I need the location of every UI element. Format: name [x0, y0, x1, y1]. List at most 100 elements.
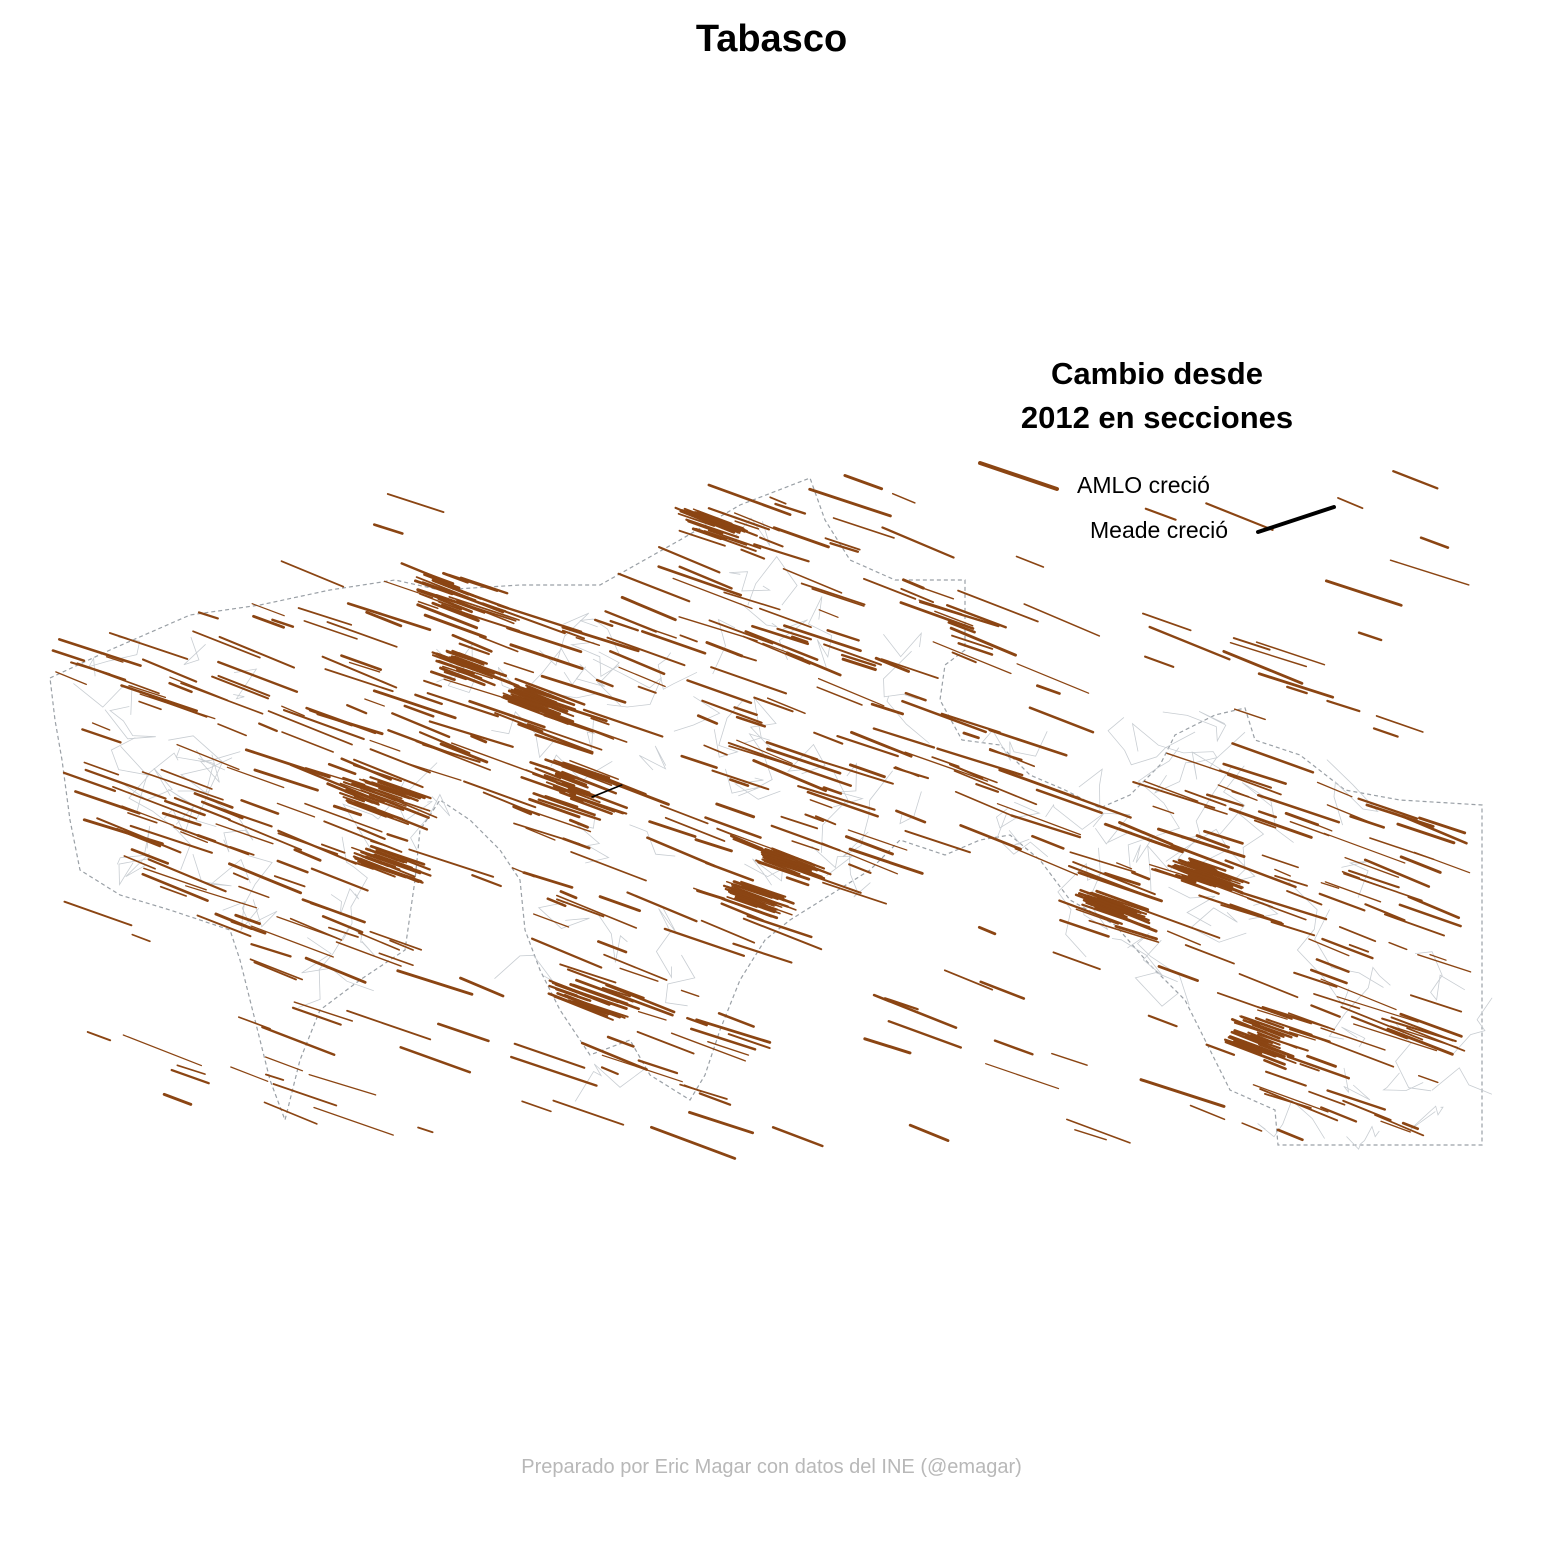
change-arrow — [1245, 1035, 1281, 1050]
change-arrow — [423, 573, 461, 590]
change-arrow — [438, 653, 489, 675]
change-arrow — [904, 829, 971, 854]
change-arrow — [841, 657, 877, 672]
change-arrow — [526, 723, 603, 751]
section-boundary — [1226, 812, 1265, 883]
change-arrow — [752, 759, 828, 793]
section-boundary — [1191, 751, 1222, 780]
change-arrow — [468, 699, 546, 729]
change-arrow — [1072, 861, 1156, 896]
change-arrow — [1316, 781, 1353, 798]
change-arrow — [138, 700, 162, 711]
change-arrow — [232, 872, 249, 881]
change-arrow — [606, 1035, 635, 1048]
section-boundary — [576, 812, 610, 864]
section-boundary — [1127, 835, 1155, 871]
change-arrow — [548, 992, 609, 1018]
change-arrow — [1318, 892, 1366, 912]
change-arrow — [82, 818, 164, 846]
change-arrow — [1343, 872, 1423, 902]
change-arrow — [808, 487, 892, 518]
change-arrow — [836, 735, 899, 758]
change-arrow — [70, 661, 111, 676]
change-arrow — [456, 599, 515, 625]
change-arrow — [503, 694, 530, 705]
change-arrow — [267, 710, 353, 746]
change-arrow — [510, 693, 549, 709]
change-arrow — [338, 791, 366, 803]
change-arrow — [451, 656, 485, 669]
change-arrow — [954, 790, 1015, 818]
change-arrow — [1216, 992, 1293, 1020]
change-arrow — [727, 890, 757, 902]
change-arrow — [160, 768, 213, 790]
change-arrow — [556, 992, 610, 1014]
section-boundary — [596, 911, 628, 963]
change-arrow — [513, 1042, 586, 1069]
change-arrow — [734, 895, 777, 911]
change-arrow — [544, 766, 576, 780]
change-arrow — [770, 824, 841, 852]
change-arrow — [766, 697, 806, 715]
change-arrow — [346, 704, 368, 715]
change-arrow — [1184, 944, 1235, 965]
change-arrow — [1308, 1090, 1346, 1106]
change-arrow — [423, 571, 455, 586]
section-boundary — [748, 733, 773, 790]
section-boundary — [570, 641, 620, 677]
change-arrow — [659, 804, 709, 825]
change-arrow — [742, 635, 811, 665]
change-arrow — [693, 887, 727, 901]
section-boundary — [118, 853, 150, 886]
change-arrow — [443, 678, 509, 700]
change-arrow — [378, 952, 414, 967]
state-outline — [49, 477, 1483, 1146]
change-arrow — [1233, 1039, 1277, 1058]
change-arrow — [1067, 864, 1148, 897]
change-arrow — [530, 937, 603, 969]
change-arrow — [872, 993, 958, 1029]
change-arrow — [1250, 1034, 1274, 1045]
change-arrow — [1152, 805, 1175, 815]
change-arrow — [141, 872, 209, 902]
change-arrow — [510, 1055, 598, 1087]
section-boundary — [744, 858, 783, 886]
change-arrow — [637, 1059, 679, 1075]
change-arrow — [1144, 507, 1177, 521]
change-arrow — [1175, 873, 1197, 884]
legend-meade-line — [1256, 505, 1336, 534]
change-arrow — [1194, 869, 1243, 890]
change-arrow — [870, 702, 905, 716]
change-arrow — [800, 582, 866, 606]
change-arrow — [180, 682, 264, 715]
change-arrow — [561, 629, 586, 640]
change-arrow — [345, 799, 394, 819]
change-arrow — [605, 983, 676, 1014]
section-boundary — [537, 901, 590, 929]
change-arrow — [1357, 631, 1383, 642]
change-arrow — [727, 1033, 771, 1050]
change-arrow — [282, 709, 365, 741]
change-arrow — [1224, 1040, 1286, 1066]
change-arrow — [609, 650, 666, 676]
change-arrow — [1139, 1078, 1226, 1108]
change-arrow — [780, 815, 819, 830]
change-arrow — [1052, 951, 1101, 971]
change-arrow — [1075, 908, 1119, 925]
change-arrow — [1390, 1016, 1454, 1042]
change-arrow — [783, 624, 862, 653]
change-arrow — [744, 630, 819, 661]
section-boundary — [1257, 1099, 1325, 1139]
change-arrow — [694, 838, 733, 853]
change-arrow — [948, 763, 984, 780]
section-boundary — [821, 772, 849, 853]
change-arrow — [537, 798, 602, 821]
change-arrow — [1401, 1121, 1420, 1131]
change-arrow — [664, 816, 726, 842]
change-arrow — [451, 633, 493, 653]
change-arrow — [205, 802, 273, 828]
change-arrow — [304, 802, 383, 833]
change-arrow — [575, 978, 635, 1003]
change-arrow — [386, 833, 409, 842]
